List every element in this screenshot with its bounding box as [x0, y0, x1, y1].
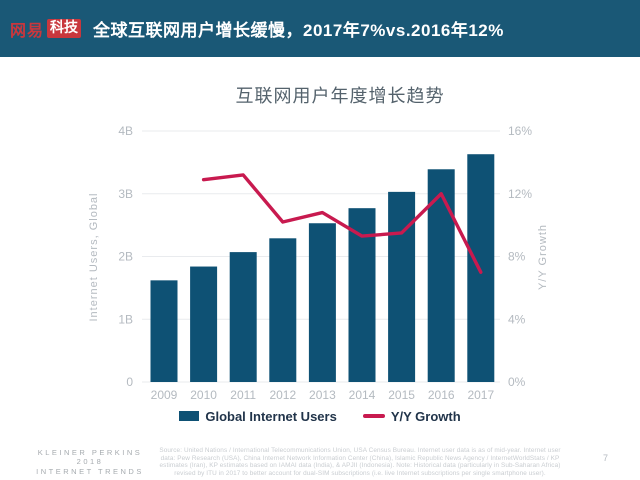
page-number: 7 — [602, 453, 608, 463]
y-left-tick: 4B — [118, 124, 133, 138]
y-right-tick: 0% — [508, 375, 526, 389]
y-right-axis-title: Y/Y Growth — [537, 224, 549, 290]
bar-2017 — [467, 154, 495, 382]
bar-2012 — [269, 238, 297, 382]
x-tick-2014: 2014 — [349, 388, 376, 402]
legend-line-label: Y/Y Growth — [390, 408, 461, 424]
logo-tech-badge: 科技 — [47, 19, 82, 38]
chart-legend: Global Internet Users Y/Y Growth — [0, 406, 640, 426]
y-right-tick: 8% — [508, 250, 526, 264]
bar-2015 — [388, 191, 416, 382]
bar-2013 — [308, 223, 336, 382]
chart-title: 互联网用户年度增长趋势 — [235, 86, 445, 106]
legend-item-bars: Global Internet Users — [179, 408, 337, 424]
y-left-axis-title: Internet Users, Global — [88, 193, 100, 322]
y-right-tick: 4% — [508, 312, 526, 326]
header-bar: 网易 科技 全球互联网用户增长缓慢，2017年7%vs.2016年12% — [0, 0, 640, 57]
legend-item-line: Y/Y Growth — [362, 408, 461, 424]
x-tick-2017: 2017 — [467, 388, 494, 402]
y-right-tick: 12% — [508, 187, 532, 201]
x-tick-2016: 2016 — [428, 388, 455, 402]
x-tick-2011: 2011 — [230, 388, 256, 402]
x-tick-2010: 2010 — [190, 388, 217, 402]
netease-tech-logo: 网易 科技 — [10, 17, 82, 41]
bar-2009 — [150, 280, 178, 382]
x-tick-2012: 2012 — [269, 388, 296, 402]
page-title: 全球互联网用户增长缓慢，2017年7%vs.2016年12% — [93, 21, 504, 40]
x-tick-2015: 2015 — [388, 388, 415, 402]
y-right-tick: 16% — [508, 124, 532, 138]
y-left-tick: 2B — [118, 250, 133, 264]
brand-line-1: KLEINER PERKINS — [37, 448, 143, 457]
y-left-tick: 3B — [118, 187, 133, 201]
source-line-1: Source: United Nations / International T… — [159, 447, 561, 454]
brand-line-3: INTERNET TRENDS — [36, 466, 144, 476]
logo-netease-text: 网易 — [10, 22, 45, 40]
x-tick-2013: 2013 — [309, 388, 336, 402]
legend-line-swatch — [362, 414, 385, 418]
yy-growth-line — [201, 173, 483, 274]
x-tick-2009: 2009 — [151, 388, 178, 402]
y-left-tick: 1B — [118, 312, 133, 326]
footer: KLEINER PERKINS 2018 INTERNET TRENDS Sou… — [0, 440, 640, 480]
source-note: Source: United Nations / International T… — [158, 447, 562, 477]
chart-canvas: 0 0% 1B 4% 2B 8% 3B 12% 4B 16% 2009 2010 2011 2012 201… — [88, 124, 549, 402]
brand-line-2: 2018 — [76, 457, 104, 467]
y-left-tick: 0 — [126, 375, 133, 389]
source-line-4: revised by ITU in 2017 to better account… — [174, 469, 546, 477]
source-line-2: data: Pew Research (USA), China Internet… — [160, 454, 560, 462]
source-line-3: estimates (Iran), KP estimates based on … — [159, 462, 561, 470]
kleiner-perkins-brand: KLEINER PERKINS 2018 INTERNET TRENDS — [26, 448, 154, 476]
legend-bar-swatch — [179, 411, 200, 421]
bar-2011 — [229, 252, 257, 382]
bar-2010 — [190, 266, 218, 382]
legend-bar-label: Global Internet Users — [205, 408, 337, 424]
